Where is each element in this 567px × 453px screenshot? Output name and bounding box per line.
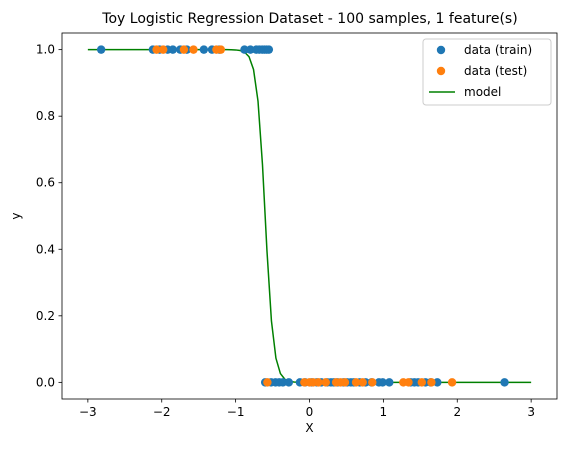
test-point: [404, 378, 413, 387]
test-point: [417, 378, 426, 387]
train-point: [168, 45, 178, 54]
test-point: [447, 378, 457, 387]
test-point: [321, 378, 330, 387]
legend-entry-train: data (train): [436, 43, 532, 57]
legend-entries: data (train) data (test) model: [429, 43, 532, 99]
legend-entry-model: model: [429, 85, 501, 99]
train-point: [500, 378, 509, 387]
test-point: [314, 378, 323, 387]
test-point: [368, 378, 377, 387]
legend-marker: [436, 45, 446, 55]
x-tick-label: −2: [153, 405, 171, 419]
y-axis: 0.0 0.2 0.4 0.6 0.8 1.0: [36, 43, 62, 389]
train-point: [378, 378, 387, 387]
train-point: [264, 45, 274, 54]
x-tick-label: 1: [380, 405, 388, 419]
legend-label: data (train): [464, 43, 532, 57]
train-point: [385, 378, 394, 387]
legend-marker: [436, 66, 446, 76]
x-axis-title: X: [305, 421, 313, 435]
points-layer: [96, 45, 509, 387]
chart-title: Toy Logistic Regression Dataset - 100 sa…: [101, 11, 517, 27]
test-point: [358, 378, 367, 387]
legend: data (train) data (test) model: [422, 38, 552, 106]
test-point: [216, 45, 226, 54]
train-point: [284, 378, 294, 387]
y-tick-label: 0.8: [36, 109, 55, 123]
legend-label: model: [464, 85, 501, 99]
test-point: [351, 378, 361, 387]
test-point: [189, 45, 198, 54]
x-axis: −3 −2 −1 0 1 2 3: [79, 399, 535, 419]
test-point: [159, 45, 168, 54]
x-tick-label: −1: [227, 405, 245, 419]
y-tick-label: 0.0: [36, 375, 55, 389]
legend-box: [422, 38, 552, 106]
y-axis-title: y: [9, 212, 23, 219]
x-tick-label: 3: [527, 405, 535, 419]
test-point: [263, 378, 272, 387]
train-point: [240, 45, 249, 54]
x-tick-label: 2: [453, 405, 461, 419]
x-tick-label: −3: [79, 405, 97, 419]
y-tick-label: 0.4: [36, 242, 55, 256]
test-point: [152, 45, 161, 54]
legend-label: data (test): [464, 64, 527, 78]
train-point: [433, 378, 442, 387]
train-point: [96, 45, 106, 54]
train-point: [278, 378, 288, 387]
test-point: [179, 45, 189, 54]
legend-entry-test: data (test): [436, 64, 527, 78]
test-point: [427, 378, 436, 387]
y-tick-label: 0.2: [36, 309, 55, 323]
x-tick-label: 0: [306, 405, 314, 419]
y-tick-label: 1.0: [36, 43, 55, 57]
test-point: [340, 378, 350, 387]
y-tick-label: 0.6: [36, 176, 55, 190]
train-point: [246, 45, 255, 54]
train-point: [199, 45, 209, 54]
